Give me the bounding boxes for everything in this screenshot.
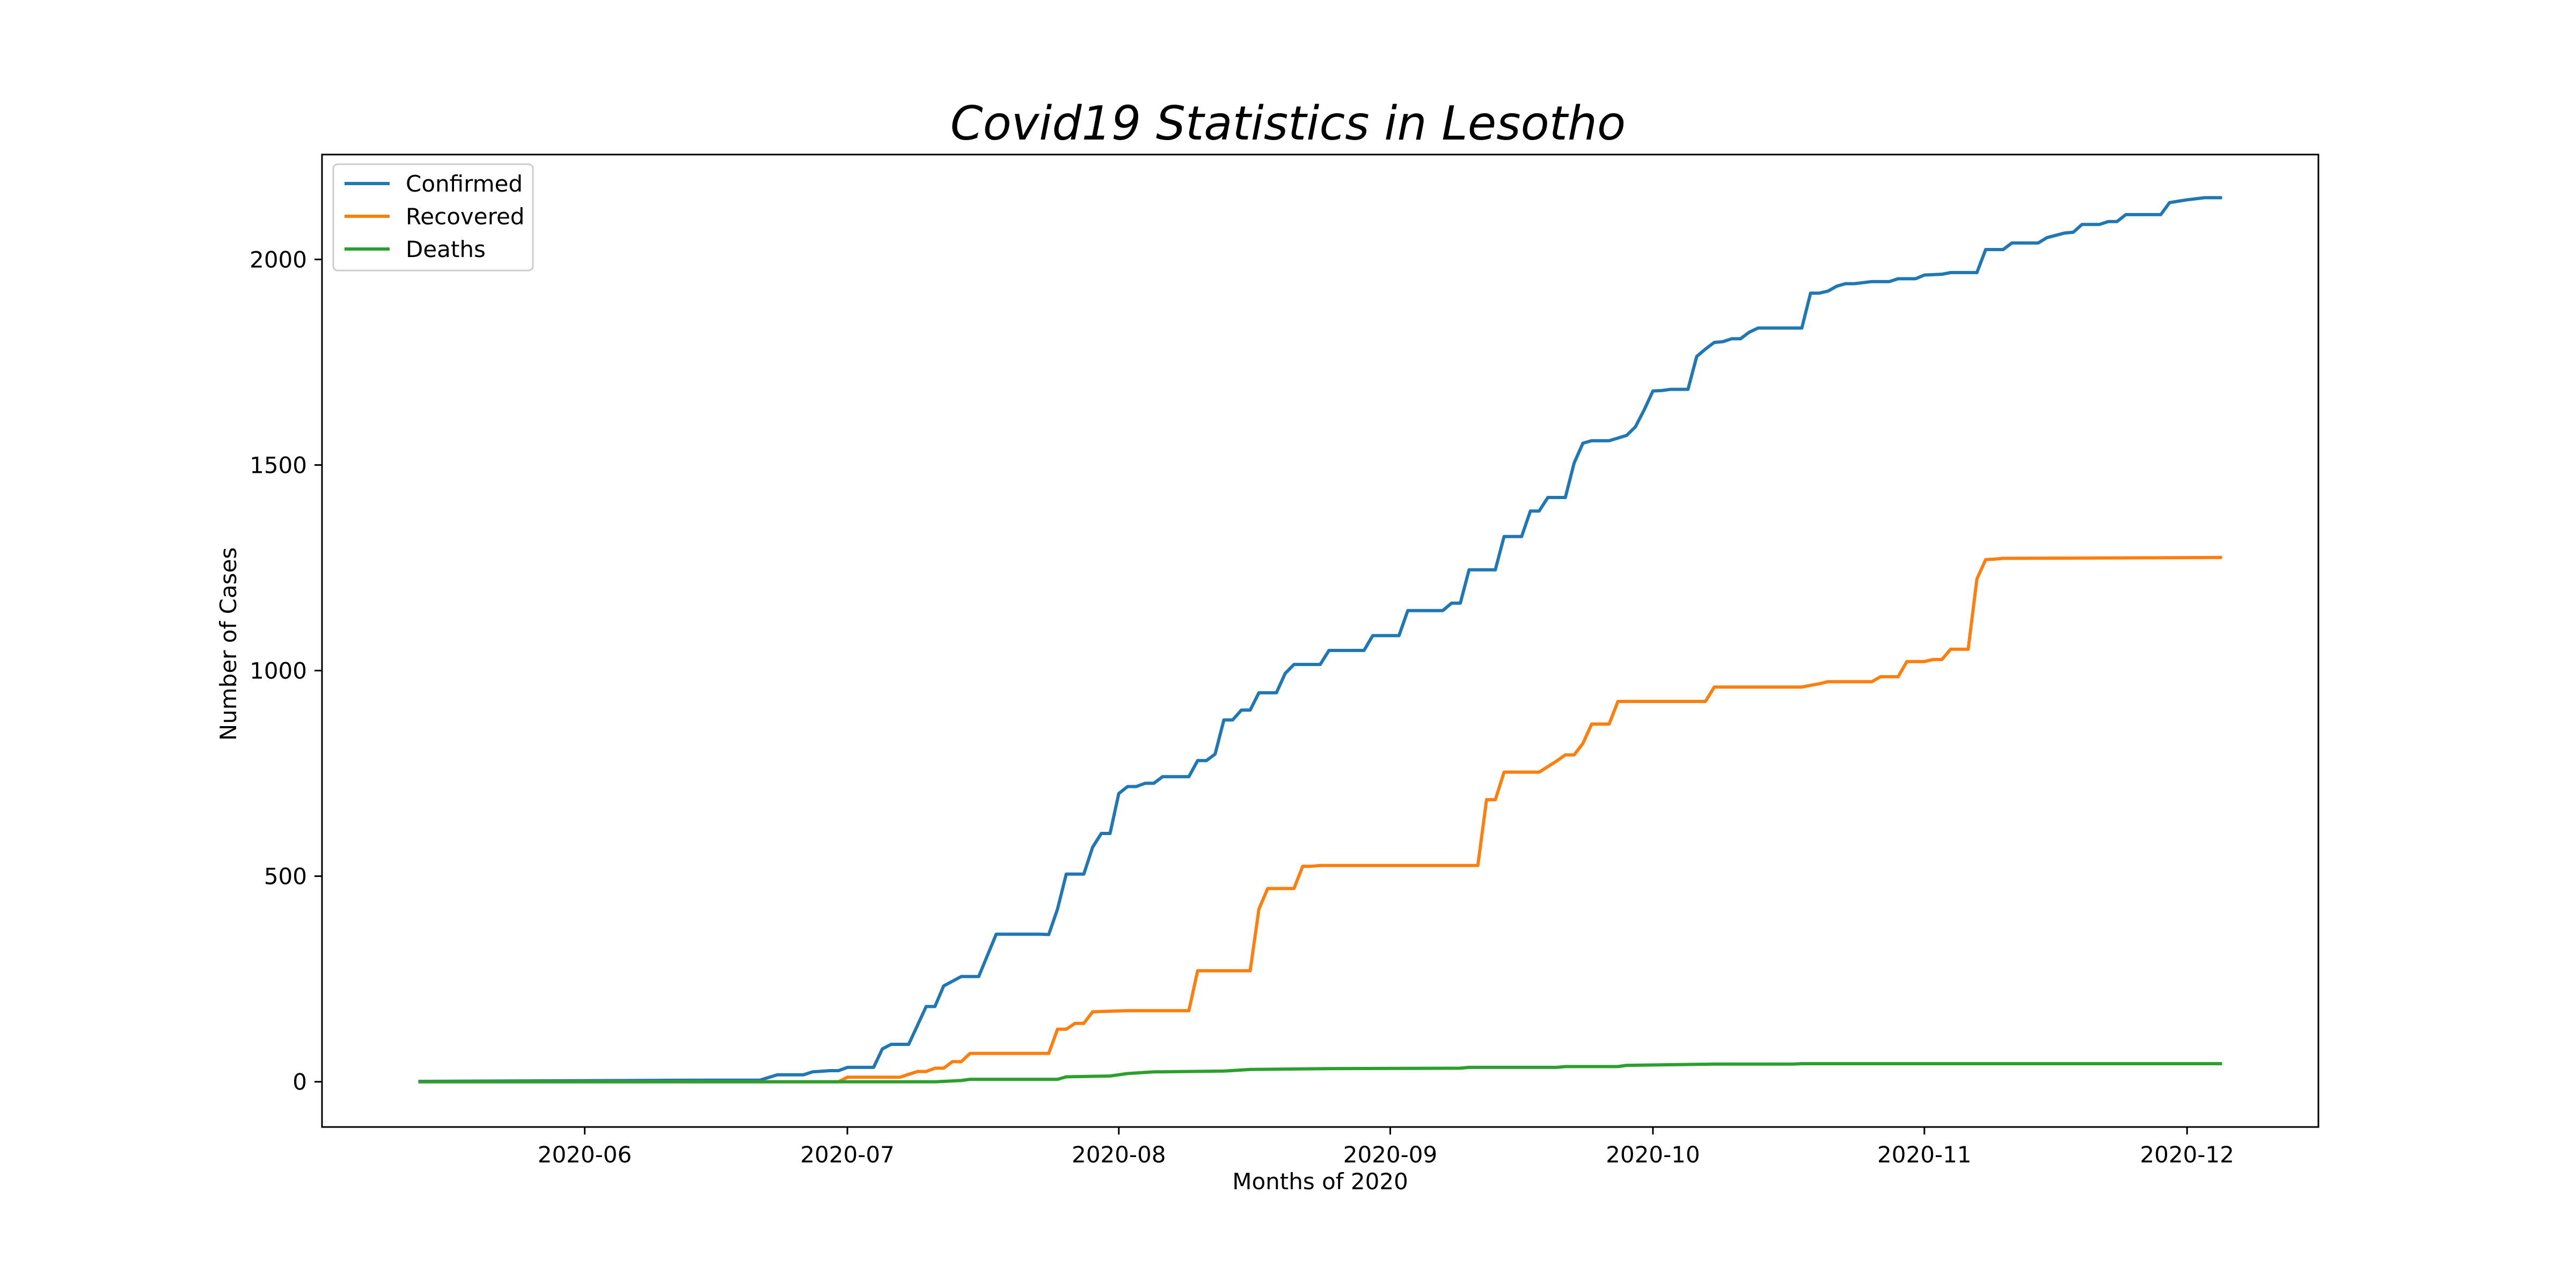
x-tick-label: 2020-12 [2140, 1141, 2235, 1168]
x-tick-label: 2020-07 [800, 1141, 895, 1168]
y-tick-label: 1500 [250, 452, 307, 478]
legend-label-deaths: Deaths [406, 236, 486, 262]
legend: Confirmed Recovered Deaths [332, 163, 534, 272]
x-axis-label: Months of 2020 [1232, 1168, 1408, 1195]
chart-title: Covid19 Statistics in Lesotho [950, 96, 1626, 151]
x-tick-label: 2020-11 [1877, 1141, 1972, 1168]
legend-label-confirmed: Confirmed [406, 171, 523, 197]
y-tick-label: 2000 [250, 246, 307, 273]
plot-lines [418, 196, 2222, 1084]
y-axis: 0 500 1000 1500 2000 [250, 246, 322, 1095]
series-line-confirmed [418, 196, 2222, 1083]
legend-label-recovered: Recovered [406, 203, 524, 230]
y-tick-label: 0 [292, 1069, 307, 1095]
x-axis: 2020-06 2020-07 2020-08 2020-09 2020-10 2020-… [538, 1127, 2234, 1168]
y-tick-label: 1000 [250, 658, 307, 684]
x-tick-label: 2020-09 [1343, 1141, 1438, 1168]
y-tick-label: 500 [264, 863, 307, 890]
x-tick-label: 2020-06 [538, 1141, 632, 1168]
series-line-recovered [418, 555, 2222, 1084]
x-tick-label: 2020-08 [1072, 1141, 1166, 1168]
plot-frame [321, 153, 2319, 1128]
legend-box [332, 163, 534, 272]
y-axis-label: Number of Cases [215, 547, 241, 741]
series-line-deaths [418, 1062, 2222, 1084]
x-tick-label: 2020-10 [1606, 1141, 1700, 1168]
